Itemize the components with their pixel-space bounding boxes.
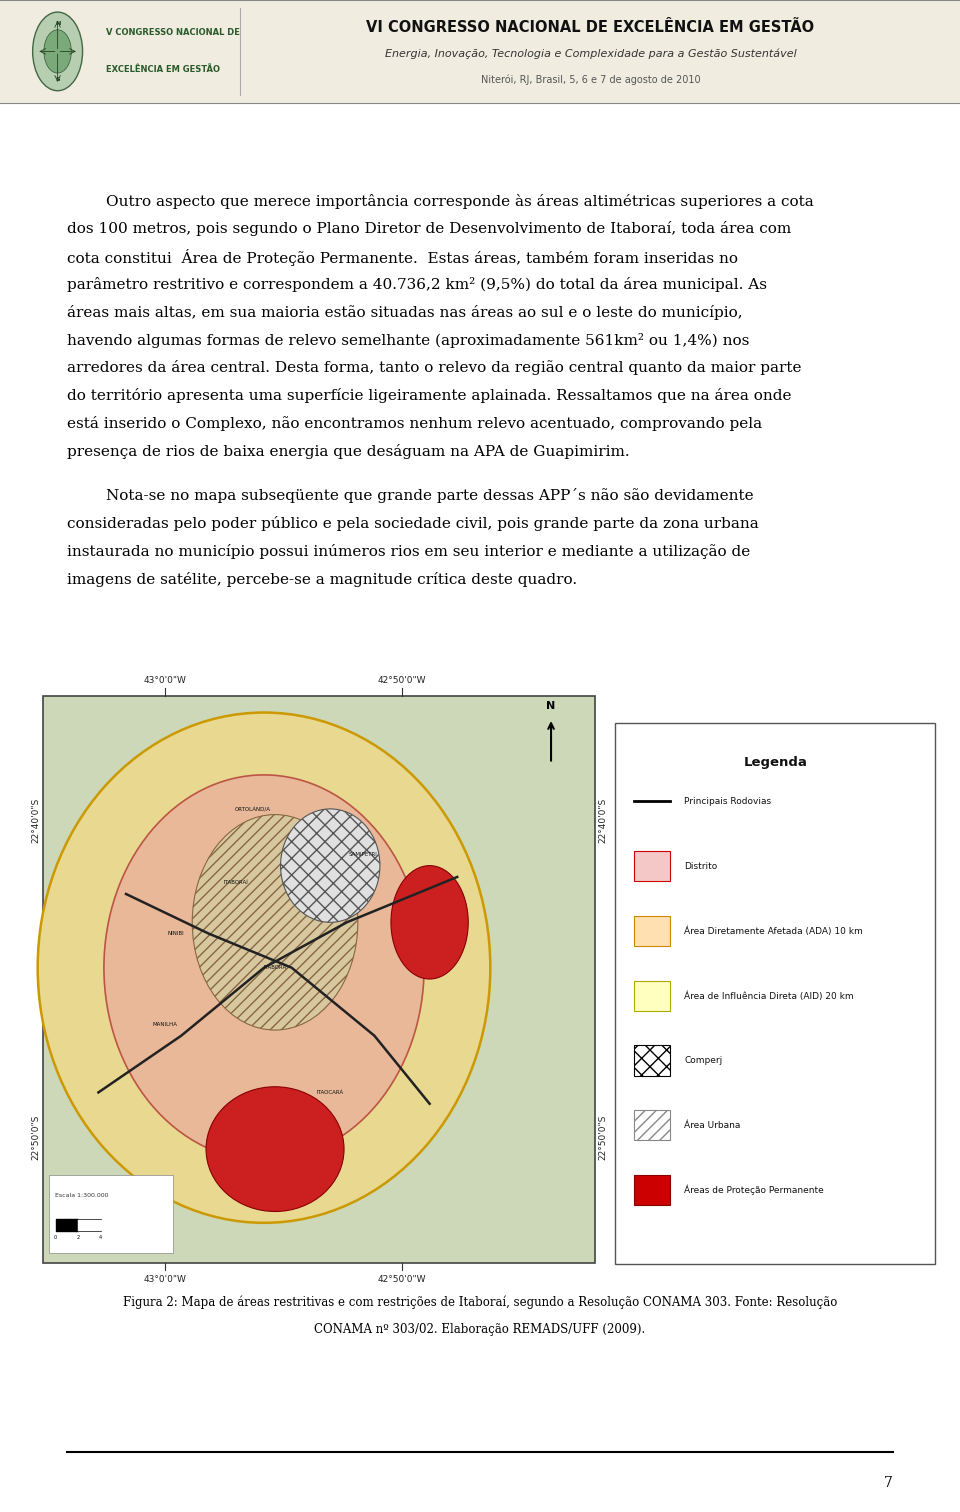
Text: 42°50'0"W: 42°50'0"W <box>377 1275 426 1284</box>
Text: EXCELÊNCIA EM GESTÃO: EXCELÊNCIA EM GESTÃO <box>106 65 220 74</box>
Text: ORTOLÁND/A: ORTOLÁND/A <box>235 806 271 812</box>
Text: 22°40'0"S: 22°40'0"S <box>31 798 40 842</box>
Text: Distrito: Distrito <box>684 862 718 871</box>
Text: 22°50'0"S: 22°50'0"S <box>598 1114 608 1161</box>
Text: consideradas pelo poder público e pela sociedade civil, pois grande parte da zon: consideradas pelo poder público e pela s… <box>67 516 759 531</box>
Text: V CONGRESSO NACIONAL DE: V CONGRESSO NACIONAL DE <box>106 29 239 38</box>
Text: ITABORÁ: ITABORÁ <box>263 965 287 971</box>
FancyBboxPatch shape <box>615 723 935 1264</box>
Bar <box>634 916 670 947</box>
Text: dos 100 metros, pois segundo o Plano Diretor de Desenvolvimento de Itaboraí, tod: dos 100 metros, pois segundo o Plano Dir… <box>67 221 791 236</box>
Text: Área de Influência Direta (AID) 20 km: Área de Influência Direta (AID) 20 km <box>684 990 854 1001</box>
Ellipse shape <box>37 712 491 1223</box>
Text: Legenda: Legenda <box>743 756 807 770</box>
Text: 4: 4 <box>99 1235 103 1240</box>
Ellipse shape <box>391 865 468 980</box>
FancyBboxPatch shape <box>49 1175 173 1253</box>
Text: arredores da área central. Desta forma, tanto o relevo da região central quanto : arredores da área central. Desta forma, … <box>67 360 802 375</box>
Text: 42°50'0"W: 42°50'0"W <box>377 676 426 685</box>
Bar <box>634 1045 670 1075</box>
Circle shape <box>33 12 83 91</box>
Text: N: N <box>55 21 60 26</box>
Text: 43°0'0"W: 43°0'0"W <box>143 676 186 685</box>
Text: 22°40'0"S: 22°40'0"S <box>598 798 608 842</box>
Bar <box>634 1110 670 1140</box>
Text: SAMIPETRI: SAMIPETRI <box>348 851 378 857</box>
Text: Comperj: Comperj <box>684 1055 723 1064</box>
Text: 43°0'0"W: 43°0'0"W <box>143 1275 186 1284</box>
Text: havendo algumas formas de relevo semelhante (aproximadamente 561km² ou 1,4%) nos: havendo algumas formas de relevo semelha… <box>67 333 750 348</box>
Text: 22°50'0"S: 22°50'0"S <box>31 1114 40 1161</box>
Text: Área Urbana: Área Urbana <box>684 1120 741 1129</box>
Text: ITABORAÍ: ITABORAÍ <box>224 880 249 885</box>
Text: presença de rios de baixa energia que deságuam na APA de Guapimirim.: presença de rios de baixa energia que de… <box>67 445 630 458</box>
Text: 2: 2 <box>77 1235 80 1240</box>
Ellipse shape <box>280 809 380 922</box>
Text: Áreas de Proteção Permanente: Áreas de Proteção Permanente <box>684 1185 825 1196</box>
Text: CONAMA nº 303/02. Elaboração REMADS/UFF (2009).: CONAMA nº 303/02. Elaboração REMADS/UFF … <box>314 1323 646 1337</box>
Text: do território apresenta uma superfície ligeiramente aplainada. Ressaltamos que n: do território apresenta uma superfície l… <box>67 389 792 404</box>
Text: imagens de satélite, percebe-se a magnitude crítica deste quadro.: imagens de satélite, percebe-se a magnit… <box>67 572 577 587</box>
FancyBboxPatch shape <box>0 0 960 103</box>
Text: Outro aspecto que merece importância corresponde às áreas altimétricas superiore: Outro aspecto que merece importância cor… <box>67 194 814 209</box>
Text: áreas mais altas, em sua maioria estão situadas nas áreas ao sul e o leste do mu: áreas mais altas, em sua maioria estão s… <box>67 305 743 319</box>
Text: cota constitui  Área de Proteção Permanente.  Estas áreas, também foram inserida: cota constitui Área de Proteção Permanen… <box>67 249 738 266</box>
Ellipse shape <box>104 776 424 1161</box>
Text: Energia, Inovação, Tecnologia e Complexidade para a Gestão Sustentável: Energia, Inovação, Tecnologia e Complexi… <box>385 48 796 59</box>
Text: parâmetro restritivo e correspondem a 40.736,2 km² (9,5%) do total da área munic: parâmetro restritivo e correspondem a 40… <box>67 277 767 292</box>
FancyBboxPatch shape <box>43 696 595 1263</box>
Text: Figura 2: Mapa de áreas restritivas e com restrições de Itaboraí, segundo a Reso: Figura 2: Mapa de áreas restritivas e co… <box>123 1296 837 1309</box>
Text: Nota-se no mapa subseqüente que grande parte dessas APP´s não são devidamente: Nota-se no mapa subseqüente que grande p… <box>67 488 754 503</box>
Ellipse shape <box>192 815 358 1030</box>
Text: VI CONGRESSO NACIONAL DE EXCELÊNCIA EM GESTÃO: VI CONGRESSO NACIONAL DE EXCELÊNCIA EM G… <box>367 20 814 35</box>
Text: 7: 7 <box>884 1476 893 1489</box>
Bar <box>634 1175 670 1205</box>
Bar <box>634 851 670 881</box>
Bar <box>634 981 670 1012</box>
Ellipse shape <box>206 1087 344 1211</box>
Text: S: S <box>56 77 60 82</box>
Text: NINIBI: NINIBI <box>167 931 184 936</box>
Text: Principais Rodovias: Principais Rodovias <box>684 797 772 806</box>
Text: está inserido o Complexo, não encontramos nenhum relevo acentuado, comprovando p: está inserido o Complexo, não encontramo… <box>67 416 762 431</box>
Circle shape <box>44 30 71 73</box>
Text: N: N <box>546 700 556 711</box>
Text: ITAOCARÁ: ITAOCARÁ <box>317 1090 344 1095</box>
Text: MANILHA: MANILHA <box>152 1022 178 1027</box>
Text: Área Diretamente Afetada (ADA) 10 km: Área Diretamente Afetada (ADA) 10 km <box>684 927 863 936</box>
Text: instaurada no município possui inúmeros rios em seu interior e mediante a utiliz: instaurada no município possui inúmeros … <box>67 544 751 559</box>
Text: Escala 1:300.000: Escala 1:300.000 <box>55 1193 108 1199</box>
Text: 0: 0 <box>54 1235 58 1240</box>
Text: Niterói, RJ, Brasil, 5, 6 e 7 de agosto de 2010: Niterói, RJ, Brasil, 5, 6 e 7 de agosto … <box>481 76 700 86</box>
